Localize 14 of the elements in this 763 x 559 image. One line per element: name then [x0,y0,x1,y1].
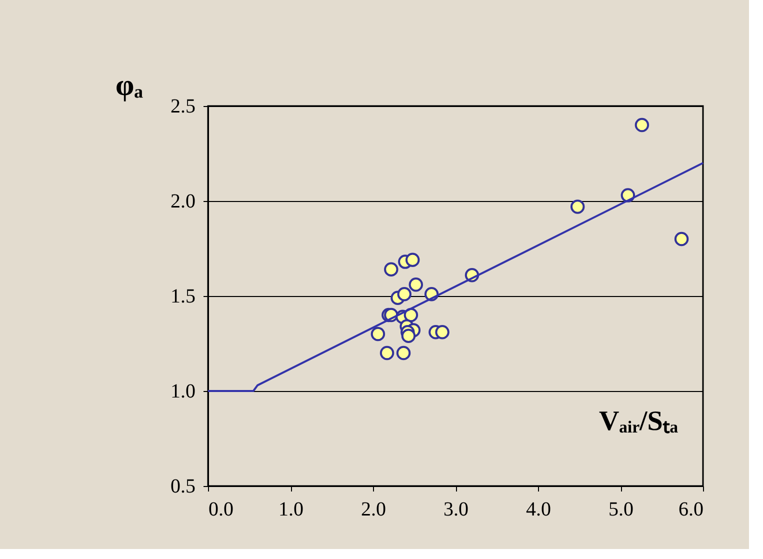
x-tick-label: 0.0 [208,498,234,520]
x-tick-label: 6.0 [678,498,704,520]
x-tick-label: 1.0 [278,498,304,520]
x-tick-label: 2.0 [361,498,386,520]
y-tick-label: 0.5 [170,476,196,498]
x-tick-label: 5.0 [608,498,634,520]
x-tick-label: 3.0 [444,498,468,520]
x-tick-label: 4.0 [526,498,551,520]
y-tick-label: 2.0 [170,190,196,212]
x-axis-title: Vₐᵢᵣ/Sₜₐ [598,406,678,437]
y-tick-label: 1.5 [170,286,196,308]
y-axis-title: φₐ [116,69,144,102]
y-tick-label: 2.5 [170,96,196,118]
y-tick-label: 1.0 [170,380,196,402]
